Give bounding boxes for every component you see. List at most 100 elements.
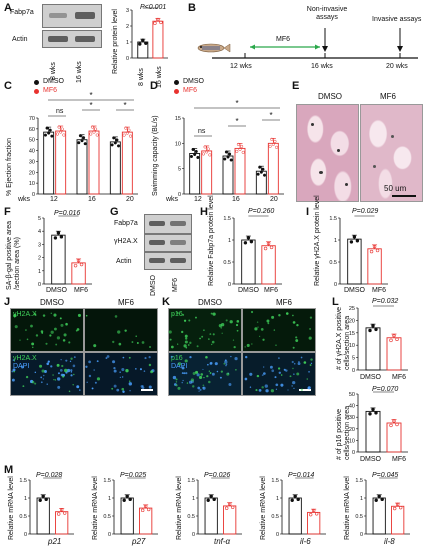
tick-c-12: 12	[50, 196, 58, 203]
point-C-1-1-4	[95, 133, 99, 137]
ytick-label-M2-1: 0.5	[103, 514, 111, 520]
j-mf6-merge-7	[96, 377, 101, 381]
k-mf6-merge-11	[255, 389, 258, 392]
j-mf6-cell-11	[118, 342, 122, 346]
bar-C-1-1	[88, 130, 100, 195]
k-mf6-merge-0	[261, 386, 264, 389]
point-L2-1-2	[395, 422, 399, 427]
k-dmso-merge-12	[198, 375, 203, 379]
j-mf6-nuc-20	[91, 387, 94, 390]
point-H-0-0	[243, 241, 248, 245]
bar-L1-1	[386, 337, 402, 371]
xlabel-l1-dmso: DMSO	[360, 374, 381, 381]
scale-label-e: 50 um	[384, 184, 407, 193]
point-D-1-1-2	[238, 147, 242, 151]
panel-label-j: J	[4, 296, 11, 308]
j-mf6-nuc-3	[88, 360, 91, 364]
k-stain-label: p16	[171, 311, 183, 318]
point-M5-1-0	[392, 506, 397, 511]
j-dmso-nuc-6	[11, 378, 15, 382]
j-dmso-nuc-8	[69, 360, 72, 363]
g-blot-fabp7a	[144, 214, 192, 234]
pvalue-f: P=0.016	[54, 210, 81, 217]
j-mf6-nuc-4	[88, 374, 92, 378]
point-C-1-0-0	[55, 132, 60, 136]
bar-I-0	[347, 238, 362, 285]
legend-dmso-c: DMSO	[43, 78, 64, 85]
bar-M2-0	[120, 497, 134, 535]
j-mf6-merge-1	[121, 387, 125, 391]
ytick-label-M1-3: 1.5	[19, 478, 27, 484]
gene-il6: il-6	[300, 537, 311, 546]
gene-p21: p21	[48, 537, 62, 546]
point-D-1-2-3	[273, 139, 277, 143]
tick-c-20: 20	[126, 196, 134, 203]
xlabel-h-dmso: DMSO	[238, 287, 259, 294]
j-dmso-cell-26	[30, 324, 33, 328]
bar-H-0	[241, 239, 256, 285]
point-D-1-2-2	[271, 142, 275, 146]
k-dmso-cell-35	[210, 312, 213, 315]
tick-c-16: 16	[88, 196, 96, 203]
j-dmso-nuc-30	[70, 374, 73, 377]
xlabel-f-dmso: DMSO	[46, 287, 67, 294]
ytick-label-L2-0: 0	[352, 450, 355, 456]
point-C-1-2-1	[124, 126, 128, 130]
point-H-0-2	[249, 239, 254, 244]
weeks-axis-d: wks	[166, 196, 179, 203]
j-dmso-nuc-16	[12, 368, 16, 372]
k-mf6-cell-10	[258, 335, 261, 338]
k-dmso-cell-23	[184, 340, 188, 344]
ytick-label-L1-3: 15	[349, 331, 355, 337]
j-dmso-merge-13	[25, 375, 29, 379]
k-dmso-cell-36	[169, 338, 172, 341]
j-dmso-nuc-25	[40, 381, 43, 384]
k-dmso-merge-15	[206, 375, 209, 378]
ytick-label-C-3: 30	[29, 159, 35, 165]
j-dmso-nuc-1	[66, 368, 71, 373]
point-C-0-0-4	[50, 134, 54, 138]
point-D-1-2-0	[268, 144, 272, 148]
point-I-0-0	[349, 240, 354, 244]
point-D-0-0-1	[191, 147, 195, 152]
legend-mf6-marker-d	[174, 89, 179, 94]
k-mf6-merge-3	[277, 367, 281, 370]
j-dmso-cell-8	[14, 325, 18, 329]
bar-C-0-2	[109, 141, 121, 195]
point-D-1-0-3	[206, 147, 210, 151]
k-dmso-nuc-18	[181, 366, 185, 370]
pvalue-i: P=0.029	[352, 208, 379, 215]
k-dmso-nuc-31	[199, 388, 202, 391]
j-dmso-merge-2	[72, 384, 74, 386]
xlabel-l2-mf6: MF6	[392, 456, 406, 463]
xlabel-i-dmso: DMSO	[344, 287, 365, 294]
j-dmso-cell-27	[13, 314, 17, 318]
k-mf6-cell-7	[271, 315, 275, 319]
bar-L2-0	[365, 410, 381, 453]
k-dmso-cell-17	[203, 329, 205, 331]
ytick-label-M3-2: 1	[192, 496, 195, 502]
blot-label-fabp7a: Fabp7a	[10, 9, 34, 16]
ytick-label-M2-2: 1	[108, 496, 111, 502]
legend-dmso-marker-d	[174, 80, 179, 85]
sa-beta-gal-image-dmso	[296, 104, 359, 202]
j-mf6-cell-5	[149, 346, 152, 348]
j-dmso-nuc-22	[11, 370, 14, 373]
k-dmso-nuc-32	[234, 356, 238, 361]
point-L1-0-2	[374, 327, 378, 332]
western-blot-actin	[42, 30, 102, 48]
point-F-0-2	[59, 235, 64, 239]
ytick-label-L1-1: 5	[352, 356, 355, 362]
j-mf6-merge-0	[129, 380, 131, 382]
g-blot-label-h2ax: γH2A.X	[114, 238, 138, 245]
k-dmso-merge-10	[175, 378, 178, 381]
point-L1-1-0	[389, 338, 393, 343]
week-12-label: 12 wks	[230, 63, 252, 70]
j-mf6-nuc-23	[141, 386, 145, 390]
point-C-1-0-4	[62, 133, 66, 137]
ytick-label-M5-2: 1	[360, 496, 363, 502]
k-dmso-cell-32	[218, 323, 223, 328]
point-C-0-1-4	[83, 142, 87, 146]
point-C-1-1-3	[94, 127, 98, 131]
j-image-merge-mf6	[84, 352, 158, 396]
